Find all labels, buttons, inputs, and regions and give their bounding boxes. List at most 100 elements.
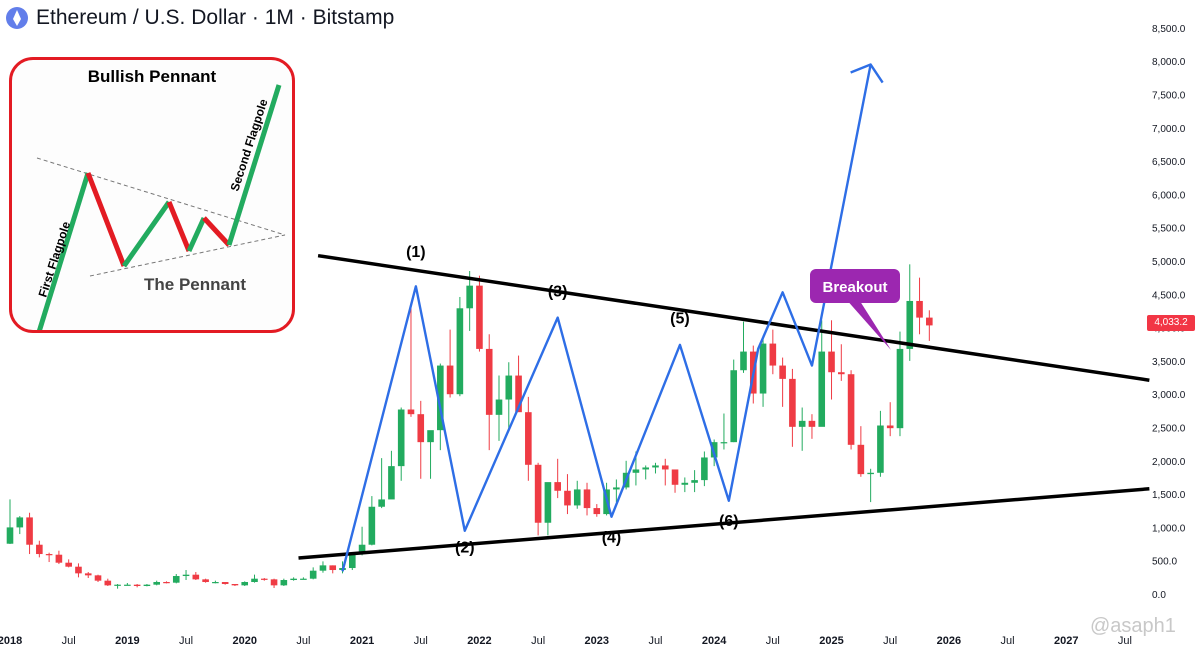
ethereum-logo-icon <box>6 7 28 29</box>
candle <box>583 482 591 516</box>
trendlines <box>298 253 1150 560</box>
candle <box>652 462 659 474</box>
y-tick-label: 7,500.0 <box>1152 91 1186 102</box>
candle <box>789 368 796 447</box>
candle-body <box>133 584 141 587</box>
candle <box>45 552 53 563</box>
candle-body <box>212 582 219 584</box>
candle <box>730 359 738 443</box>
pennant-label: The Pennant <box>144 275 246 294</box>
candle <box>847 370 855 450</box>
candle-body <box>231 584 239 586</box>
point-label: (6) <box>719 513 739 530</box>
x-tick-label: Jul <box>179 635 193 647</box>
candle <box>300 577 307 580</box>
x-tick-label: Jul <box>414 635 428 647</box>
candle <box>759 335 767 407</box>
candle <box>779 357 786 407</box>
candle-body <box>828 351 835 373</box>
candle <box>251 574 258 583</box>
candle-body <box>368 506 376 545</box>
candle <box>818 320 826 427</box>
candle <box>231 584 239 587</box>
candle-body <box>769 343 777 366</box>
candle-body <box>397 409 405 467</box>
y-tick-label: 8,000.0 <box>1152 57 1186 68</box>
pennant-down-1 <box>85 172 127 267</box>
candle <box>104 578 112 587</box>
candle-body <box>838 372 845 375</box>
candle <box>290 577 297 581</box>
candle-body <box>789 378 796 427</box>
first-flagpole-line <box>37 172 91 330</box>
lower-trendline <box>298 487 1150 560</box>
point-label: (1) <box>406 244 426 261</box>
candle-body <box>417 414 425 443</box>
candle <box>65 559 72 568</box>
candle-body <box>329 565 337 571</box>
candle-body <box>221 582 229 585</box>
y-tick-label: 3,000.0 <box>1152 390 1186 401</box>
point-label: (4) <box>602 530 622 547</box>
candle-body <box>182 574 190 577</box>
x-axis: 2018 Jul 2019 Jul 2020 Jul 2021 Jul 2022 Jul 2023 J… <box>0 635 1132 647</box>
x-tick-label: 2027 <box>1054 635 1078 647</box>
candle-body <box>65 562 72 567</box>
chart-title: Ethereum / U.S. Dollar · 1M · Bitstamp <box>36 6 395 29</box>
y-tick-label: 7,000.0 <box>1152 124 1186 135</box>
candle-body <box>916 300 923 318</box>
candle-body <box>84 573 92 576</box>
candle-body <box>818 351 826 427</box>
candle-body <box>251 578 258 583</box>
candle-body <box>896 348 904 429</box>
candle <box>260 578 268 581</box>
x-tick-label: Jul <box>62 635 76 647</box>
candle-body <box>515 375 522 413</box>
x-tick-label: Jul <box>1118 635 1132 647</box>
inset-title: Bullish Pennant <box>88 67 217 86</box>
candle <box>544 482 552 536</box>
x-tick-label: 2026 <box>937 635 961 647</box>
y-tick-label: 5,000.0 <box>1152 257 1186 268</box>
upper-trendline <box>317 253 1150 382</box>
breakout-callout-box <box>810 269 900 303</box>
candle-body <box>642 467 649 470</box>
candle <box>720 413 728 450</box>
x-tick-label: 2025 <box>819 635 843 647</box>
candle <box>407 302 415 417</box>
candle <box>182 570 190 581</box>
candle <box>701 451 708 487</box>
pennant-up-1 <box>121 200 172 268</box>
candle <box>36 540 43 558</box>
candle <box>466 270 473 331</box>
candle-body <box>681 482 689 485</box>
candle-body <box>45 554 53 556</box>
candle <box>808 414 816 439</box>
candle <box>26 512 33 555</box>
point-label: (3) <box>548 283 568 300</box>
candle-body <box>466 285 473 309</box>
candle-body <box>661 465 669 470</box>
candle-body <box>564 490 571 506</box>
y-tick-label: 6,500.0 <box>1152 157 1186 168</box>
candle <box>192 572 200 581</box>
candle-body <box>779 365 786 379</box>
y-tick-label: 0.0 <box>1152 590 1166 601</box>
x-tick-label: 2021 <box>350 635 374 647</box>
x-tick-label: 2019 <box>115 635 139 647</box>
candle-body <box>613 487 620 490</box>
y-tick-label: 5,500.0 <box>1152 224 1186 235</box>
candle <box>221 582 229 585</box>
candle-body <box>202 579 209 583</box>
x-tick-label: 2020 <box>232 635 256 647</box>
candle-body <box>759 343 767 394</box>
x-tick-label: Jul <box>1001 635 1015 647</box>
candle <box>456 296 464 397</box>
candle <box>525 396 532 481</box>
candle-body <box>75 566 82 574</box>
second-flagpole-line <box>226 84 282 246</box>
candle <box>202 578 209 583</box>
candle-body <box>632 469 640 473</box>
arrow-head <box>850 63 884 84</box>
candle-body <box>153 582 160 585</box>
